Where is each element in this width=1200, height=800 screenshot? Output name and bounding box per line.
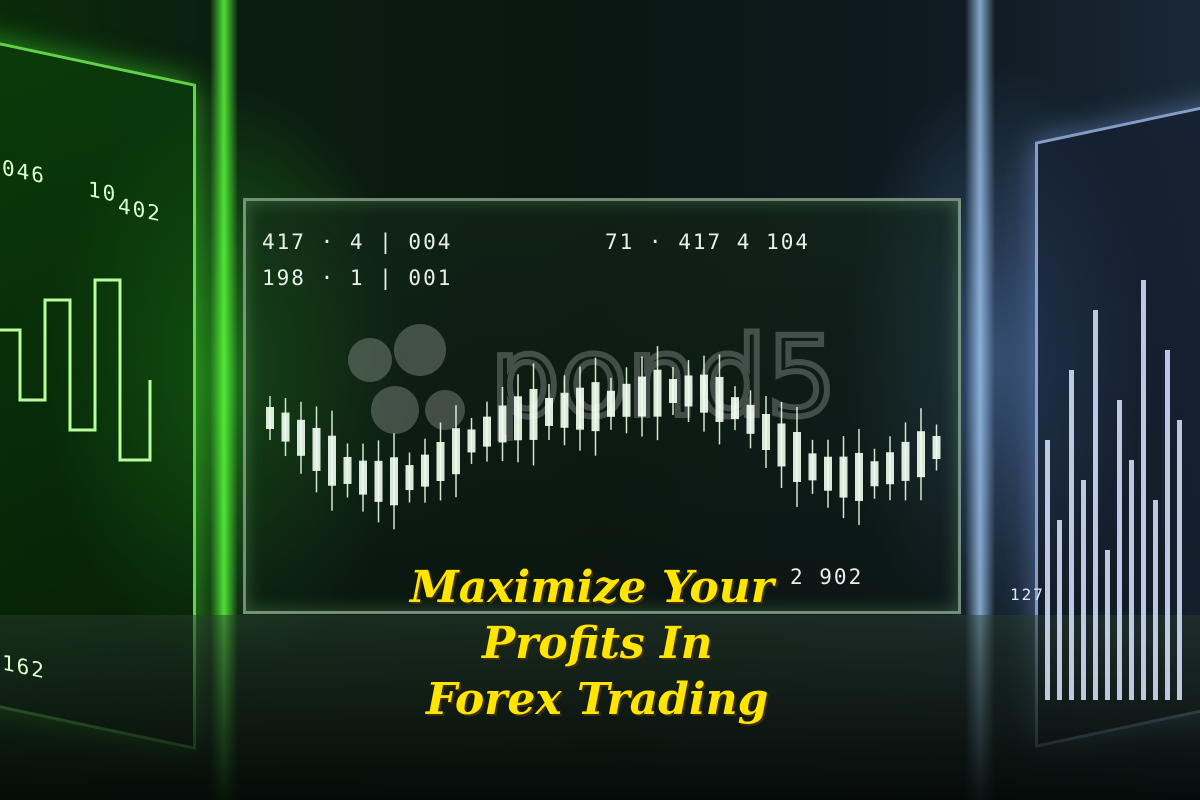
candle-body	[715, 376, 724, 422]
candle-body	[638, 376, 646, 417]
candle-body	[591, 382, 600, 432]
candle-body	[777, 423, 786, 467]
candle-body	[684, 375, 693, 407]
readout-row1-left: 417 · 4 | 004	[262, 230, 453, 254]
candle-body	[622, 383, 631, 417]
candle-body	[653, 369, 662, 417]
candle-body	[731, 397, 739, 420]
candle-body	[824, 456, 832, 491]
headline-line-3: Forex Trading	[426, 674, 769, 725]
candle-body	[808, 453, 817, 481]
reflective-floor	[0, 615, 1200, 800]
candle-body	[514, 396, 522, 441]
candle-body	[607, 390, 615, 417]
headline-line-1: Maximize Your	[410, 562, 774, 613]
candle-body	[374, 460, 383, 502]
candle-body	[669, 379, 677, 404]
headline: Maximize Your Profits In Forex Trading	[400, 560, 860, 728]
right-bar	[1069, 370, 1074, 700]
right-bar	[1117, 400, 1122, 700]
candle-body	[359, 460, 367, 495]
candle-body	[467, 429, 476, 453]
candle-body	[343, 456, 352, 484]
left-step-line	[0, 278, 152, 462]
candle-body	[266, 407, 274, 429]
right-bar	[1045, 440, 1050, 700]
svg-text:pond5: pond5	[490, 313, 837, 441]
candle-body	[529, 388, 538, 440]
candle-body	[421, 454, 429, 487]
candle-body	[452, 428, 460, 475]
headline-line-2: Profits In	[482, 618, 713, 669]
candle-body	[297, 419, 305, 456]
right-bar	[1153, 500, 1158, 700]
candle-body	[390, 457, 398, 506]
candle-body	[793, 431, 801, 482]
right-bar	[1057, 520, 1062, 700]
right-bar	[1093, 310, 1098, 700]
right-bar	[1105, 550, 1110, 700]
right-bar	[1081, 480, 1086, 700]
candle-body	[839, 456, 848, 498]
candle-body	[901, 441, 910, 481]
candle-body	[917, 431, 925, 478]
readout-row1-right: 71 · 417 4 104	[605, 230, 811, 254]
readout-bottom-right: 2 902	[790, 565, 864, 589]
candle-body	[328, 435, 336, 486]
right-label-a: 127	[1010, 585, 1045, 604]
candle-body	[498, 405, 507, 443]
candle-body	[483, 416, 491, 447]
candle-body	[932, 436, 941, 460]
right-bar	[1129, 460, 1134, 700]
candle-body	[560, 392, 569, 428]
right-bar	[1141, 280, 1146, 700]
watermark-logo: pond5	[348, 310, 840, 444]
right-bar	[1165, 350, 1170, 700]
candle-body	[545, 397, 553, 426]
candle-body	[746, 404, 755, 434]
candle-body	[700, 374, 708, 413]
candle-body	[762, 413, 770, 450]
center-chart-screen	[243, 198, 961, 614]
candle-body	[405, 465, 414, 491]
candle-body	[312, 427, 321, 471]
candle-body	[576, 387, 584, 430]
candle-body	[870, 461, 879, 487]
candle-body	[886, 452, 894, 485]
candle-body	[436, 441, 445, 481]
candle-body	[855, 452, 863, 501]
readout-row2-left: 198 · 1 | 001	[262, 266, 453, 290]
candle-body	[281, 412, 290, 442]
right-bar	[1177, 420, 1182, 700]
